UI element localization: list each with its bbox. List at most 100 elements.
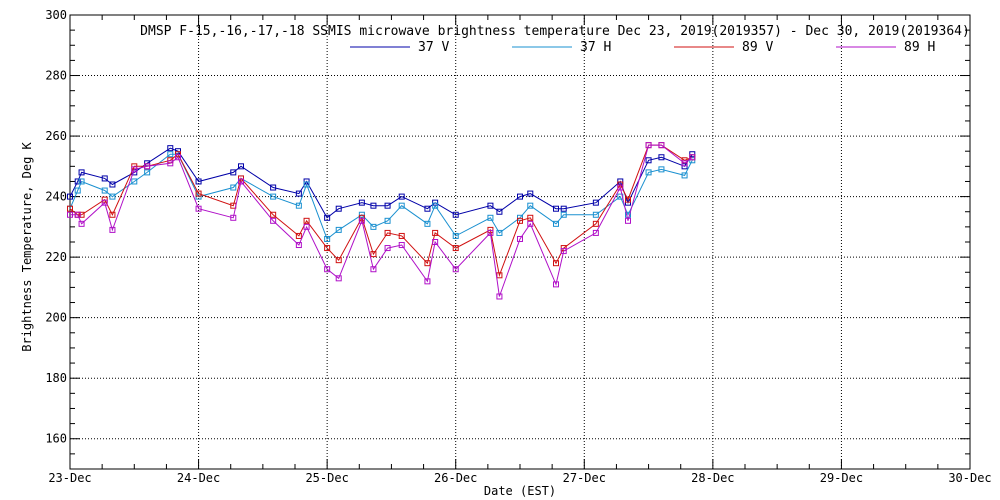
plot-frame	[69, 14, 971, 470]
y-tick-label: 200	[45, 311, 67, 325]
data-point	[487, 229, 494, 236]
data-point	[452, 266, 459, 273]
data-point	[195, 190, 202, 197]
data-point	[517, 235, 523, 242]
x-tick-label: 28-Dec	[691, 471, 734, 485]
data-point	[295, 202, 302, 209]
data-point	[527, 220, 534, 227]
x-tick-label: 29-Dec	[820, 471, 863, 485]
data-point	[553, 260, 559, 267]
data-point	[370, 202, 377, 209]
data-point	[167, 151, 174, 158]
data-point	[295, 232, 302, 239]
y-tick-label: 280	[45, 69, 67, 83]
data-point	[452, 211, 459, 218]
data-point	[324, 214, 331, 221]
x-tick-label: 24-Dec	[177, 471, 220, 485]
data-point	[358, 217, 365, 224]
data-point	[358, 199, 365, 206]
data-point	[625, 196, 631, 203]
data-point	[496, 293, 503, 300]
data-point	[617, 184, 624, 191]
legend-label: 37 V	[418, 40, 449, 55]
legend-label: 37 H	[580, 40, 611, 55]
y-tick-label: 220	[45, 250, 67, 264]
series-group	[67, 142, 696, 300]
data-point	[74, 211, 81, 218]
series-line	[70, 144, 693, 297]
x-axis-label: Date (EST)	[484, 484, 556, 498]
data-point	[398, 232, 405, 239]
x-tick-label: 27-Dec	[563, 471, 606, 485]
data-point	[78, 169, 85, 176]
x-tick-label: 30-Dec	[948, 471, 991, 485]
data-point	[101, 199, 108, 206]
x-tick-label: 23-Dec	[48, 471, 91, 485]
data-point	[175, 154, 181, 161]
data-point	[109, 226, 116, 233]
data-point	[270, 217, 277, 224]
data-point	[527, 202, 534, 209]
data-point	[230, 169, 237, 176]
data-point	[517, 217, 523, 224]
data-point	[398, 242, 405, 249]
data-point	[432, 202, 439, 209]
data-point	[592, 199, 599, 206]
data-point	[67, 205, 73, 212]
data-point	[592, 220, 599, 227]
data-point	[167, 160, 174, 167]
data-point	[645, 157, 652, 164]
data-point	[487, 214, 494, 221]
data-point	[335, 205, 342, 212]
data-point	[144, 169, 151, 176]
y-tick-label: 260	[45, 129, 67, 143]
data-point	[487, 202, 494, 209]
data-point	[432, 239, 439, 245]
series-37-h	[67, 151, 696, 242]
data-point	[553, 205, 559, 212]
data-point	[527, 190, 534, 197]
series-37-v	[67, 145, 696, 221]
data-point	[658, 166, 665, 173]
y-axis-label: Brightness Temperature, Deg K	[20, 141, 34, 351]
data-point	[238, 163, 244, 170]
data-point	[74, 187, 81, 194]
data-point	[560, 211, 567, 218]
data-point	[131, 178, 138, 185]
data-point	[78, 220, 85, 227]
y-tick-label: 300	[45, 8, 67, 22]
data-point	[625, 217, 631, 224]
data-point	[101, 175, 108, 182]
series-line	[69, 147, 693, 219]
data-point	[324, 235, 331, 242]
data-point	[496, 208, 503, 215]
data-point	[195, 178, 202, 185]
axes: 160 180 200 220 240 260 280 300 23-Dec 24-Dec 25-D…	[45, 8, 991, 485]
legend: 37 V 37 H 89 V 89 H	[350, 40, 935, 55]
data-point	[335, 226, 342, 233]
data-point	[384, 245, 391, 252]
data-point	[67, 211, 73, 218]
data-point	[370, 251, 377, 258]
data-point	[67, 193, 73, 200]
data-point	[424, 260, 431, 267]
data-point	[689, 151, 696, 158]
y-tick-label: 180	[45, 371, 67, 385]
data-point	[335, 257, 342, 264]
data-point	[109, 181, 116, 188]
data-point	[324, 245, 331, 252]
data-point	[517, 193, 523, 200]
data-point	[303, 223, 310, 230]
data-point	[645, 142, 652, 149]
data-point	[295, 190, 302, 197]
data-point	[681, 172, 688, 179]
data-point	[370, 266, 377, 273]
data-point	[195, 205, 202, 212]
data-point	[78, 178, 85, 185]
data-point	[335, 275, 342, 282]
data-point	[270, 193, 277, 200]
y-tick-label: 240	[45, 190, 67, 204]
data-point	[384, 202, 391, 209]
data-point	[645, 169, 652, 176]
data-point	[398, 193, 405, 200]
